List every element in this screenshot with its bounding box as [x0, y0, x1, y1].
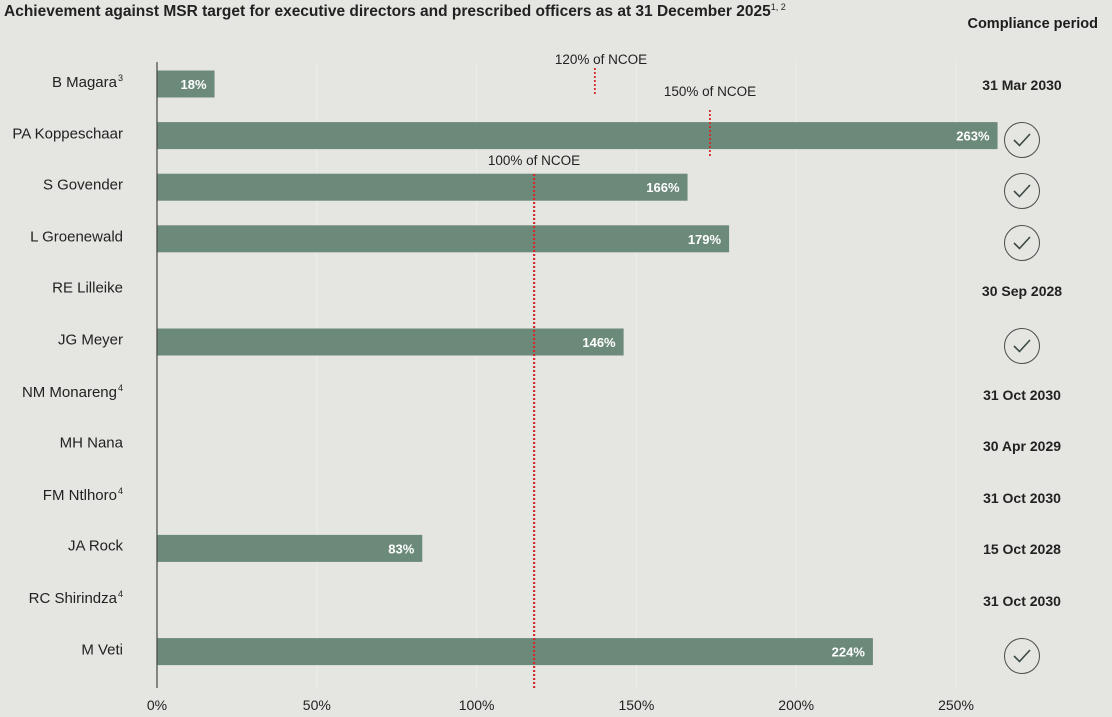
category-name: L Groenewald [30, 228, 123, 246]
x-tick-label: 100% [459, 697, 495, 713]
category-name: FM Ntlhoro [42, 486, 117, 504]
compliance-period-date: 31 Oct 2030 [983, 386, 1061, 403]
category-label: RC Shirindza4 [29, 589, 123, 607]
compliance-period-date: 30 Sep 2028 [981, 283, 1063, 300]
x-tick-label: 200% [778, 697, 814, 713]
bar [157, 534, 423, 562]
compliance-check-icon [1004, 121, 1040, 158]
bar [157, 328, 624, 356]
category-label: L Groenewald [30, 228, 123, 245]
category-label: RE Lilleike [52, 280, 123, 297]
bar [157, 173, 688, 201]
compliance-period-header: Compliance period [967, 16, 1098, 32]
category-label: JA Rock [68, 538, 123, 555]
bar-value-label: 146% [582, 335, 616, 350]
category-name: JA Rock [67, 537, 123, 555]
bar [157, 70, 215, 98]
bar-value-label: 224% [832, 645, 866, 660]
reference-line-label: 100% of NCOE [488, 153, 580, 168]
category-name: JG Meyer [57, 331, 123, 349]
category-label: JG Meyer [58, 332, 123, 349]
category-footnote: 4 [117, 382, 123, 393]
category-footnote: 4 [117, 589, 123, 599]
reference-line-label: 150% of NCOE [664, 84, 756, 99]
compliance-period-date: 15 Oct 2028 [983, 541, 1061, 558]
category-label: PA Koppeschaar [12, 125, 123, 142]
category-label: FM Ntlhoro4 [43, 486, 123, 504]
category-name: RC Shirindza [28, 590, 117, 607]
bar-value-label: 179% [688, 232, 722, 247]
bar [157, 225, 730, 253]
bar [157, 122, 998, 150]
compliance-period-date: 31 Oct 2030 [983, 489, 1061, 506]
compliance-check-icon [1004, 224, 1040, 261]
category-label: NM Monareng4 [22, 383, 123, 401]
category-footnote: 3 [117, 73, 123, 83]
compliance-period-date: 31 Mar 2030 [982, 77, 1062, 93]
x-tick-label: 50% [303, 697, 331, 713]
category-footnote: 4 [117, 485, 123, 496]
category-label: S Govender [43, 177, 123, 194]
category-label: M Veti [81, 641, 123, 658]
bar-value-label: 83% [388, 541, 414, 556]
category-name: MH Nana [59, 434, 123, 452]
category-label: B Magara3 [52, 73, 123, 91]
chart-title: Achievement against MSR target for execu… [4, 2, 786, 21]
category-name: M Veti [81, 641, 123, 659]
reference-line-label: 120% of NCOE [555, 52, 647, 67]
category-label: MH Nana [60, 435, 123, 452]
chart-title-footnotes: 1, 2 [770, 2, 786, 12]
compliance-check-icon [1004, 637, 1040, 674]
compliance-check-icon [1004, 173, 1040, 210]
chart-title-text: Achievement against MSR target for execu… [4, 3, 771, 21]
category-name: B Magara [51, 74, 117, 91]
compliance-period-date: 30 Apr 2029 [982, 438, 1062, 455]
bar-value-label: 166% [646, 180, 680, 195]
compliance-period-date: 31 Oct 2030 [983, 593, 1061, 609]
x-tick-label: 250% [938, 697, 974, 713]
bar-value-label: 263% [956, 129, 990, 144]
bar [157, 638, 873, 666]
x-tick-label: 0% [147, 697, 167, 713]
category-name: PA Koppeschaar [12, 125, 123, 143]
category-name: RE Lilleike [52, 279, 123, 297]
category-name: S Govender [42, 176, 123, 194]
compliance-check-icon [1004, 328, 1040, 364]
x-tick-label: 150% [618, 697, 654, 713]
category-name: NM Monareng [21, 383, 117, 401]
bar-value-label: 18% [180, 77, 206, 92]
